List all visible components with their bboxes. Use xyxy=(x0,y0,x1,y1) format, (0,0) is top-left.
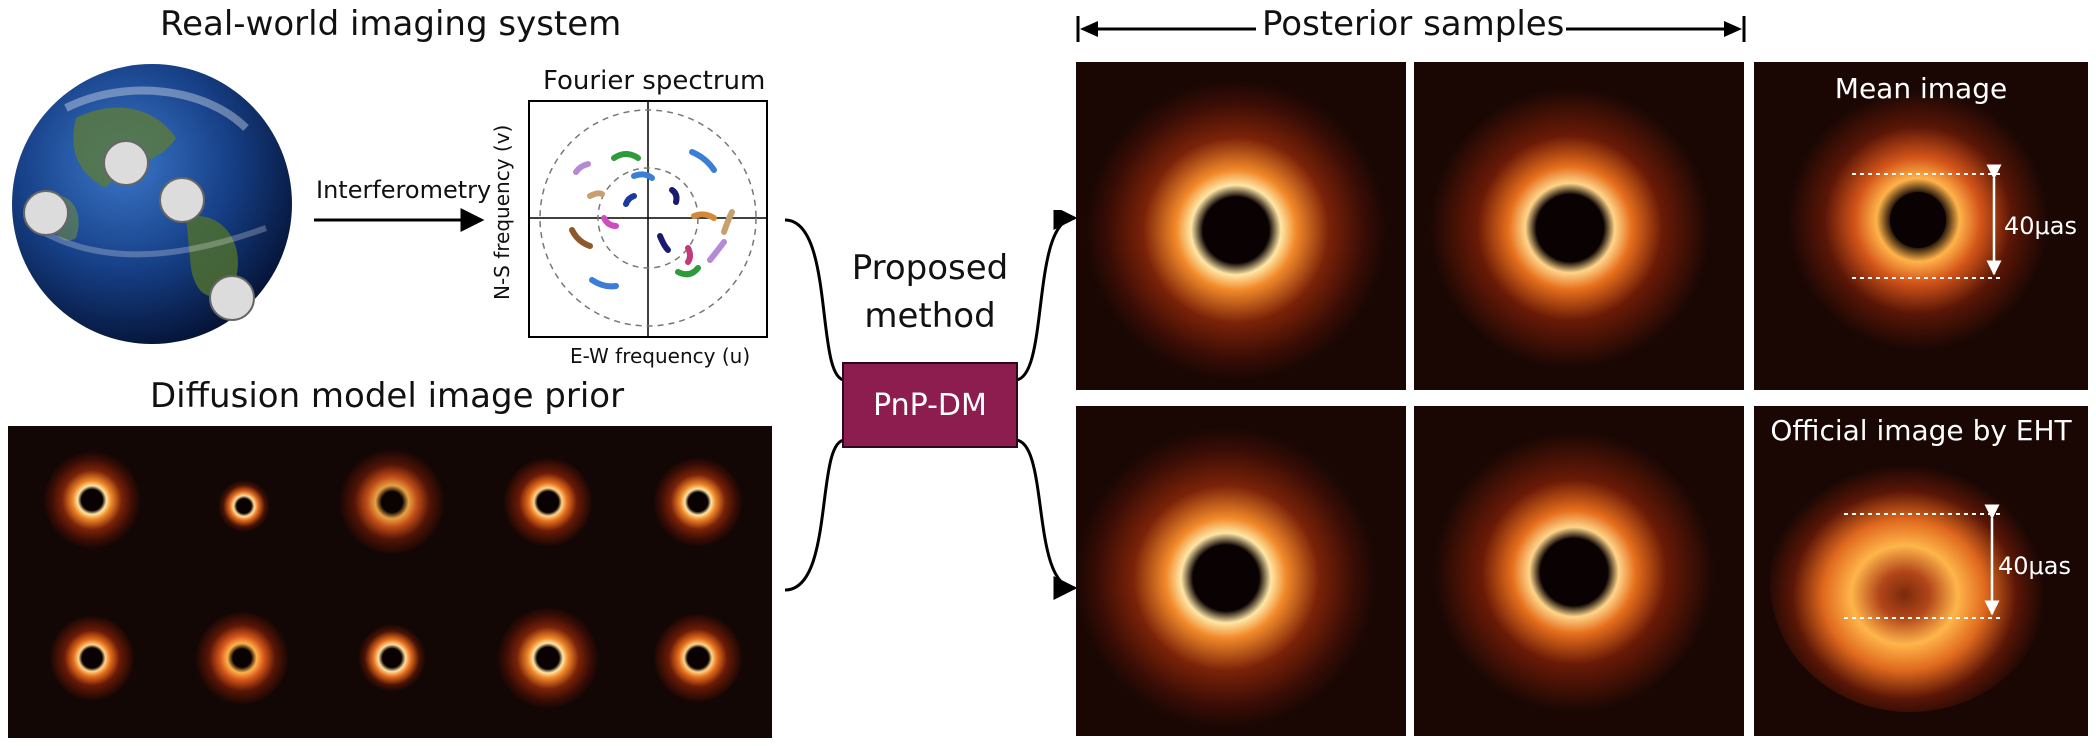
official-diameter-label: 40μas xyxy=(1998,552,2072,580)
pnp-dm-label: PnP-DM xyxy=(873,387,987,423)
mean-image-panel: Mean image 40μas xyxy=(1754,62,2088,390)
posterior-sample-3 xyxy=(1076,406,1406,736)
posterior-span-arrow xyxy=(1076,16,1746,42)
mean-image-label: Mean image xyxy=(1834,72,2008,105)
fourier-ylabel: N-S frequency (v) xyxy=(490,124,514,300)
prior-sample-2-2 xyxy=(196,612,288,704)
proposed-label-line2: method xyxy=(864,296,996,336)
prior-title: Diffusion model image prior xyxy=(150,376,625,416)
prior-sample-1-2 xyxy=(218,480,270,532)
posterior-sample-1 xyxy=(1076,62,1406,390)
fourier-xlabel: E-W frequency (u) xyxy=(570,344,751,368)
prior-sample-2-3 xyxy=(358,624,426,692)
pnp-dm-box: PnP-DM xyxy=(842,362,1018,448)
mean-diameter-label: 40μas xyxy=(2004,212,2078,240)
fourier-title: Fourier spectrum xyxy=(543,66,766,96)
prior-samples xyxy=(44,450,742,708)
prior-image-grid xyxy=(8,426,772,738)
posterior-sample-2 xyxy=(1414,62,1744,390)
prior-sample-2-4 xyxy=(498,608,598,708)
posterior-title: Posterior samples xyxy=(1262,4,1565,44)
real-world-title: Real-world imaging system xyxy=(160,4,622,44)
fourier-plot xyxy=(528,100,768,338)
official-image-label: Official image by EHT xyxy=(1770,414,2072,447)
earth-illustration xyxy=(12,64,292,344)
connector-curves xyxy=(784,210,1078,600)
proposed-label-line1: Proposed xyxy=(851,248,1009,288)
radio-dish-icon xyxy=(23,140,255,321)
prior-sample-1-3 xyxy=(340,450,444,554)
prior-sample-1-4 xyxy=(504,458,592,546)
prior-sample-1-1 xyxy=(44,452,140,548)
official-eht-panel: Official image by EHT 40μas xyxy=(1754,406,2088,736)
prior-sample-2-1 xyxy=(50,616,134,700)
interferometry-label: Interferometry xyxy=(316,176,492,204)
prior-sample-1-5 xyxy=(654,458,742,546)
posterior-sample-4 xyxy=(1414,406,1744,736)
prior-sample-2-5 xyxy=(654,614,742,702)
interferometry-arrow xyxy=(314,208,485,232)
